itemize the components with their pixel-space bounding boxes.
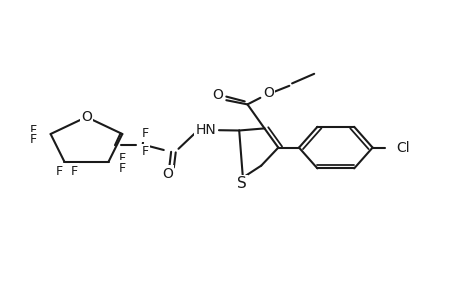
Text: O: O	[162, 167, 173, 181]
Text: O: O	[81, 110, 92, 124]
Text: F: F	[56, 165, 63, 178]
Text: Cl: Cl	[396, 141, 409, 154]
Text: HN: HN	[195, 123, 216, 137]
Text: F: F	[29, 133, 37, 146]
Text: F: F	[118, 152, 126, 165]
Text: F: F	[141, 127, 149, 140]
Text: F: F	[141, 145, 149, 158]
Text: O: O	[263, 86, 274, 100]
Text: F: F	[71, 165, 78, 178]
Text: F: F	[118, 162, 126, 175]
Text: F: F	[29, 124, 37, 137]
Text: S: S	[236, 176, 246, 191]
Text: O: O	[212, 88, 223, 102]
